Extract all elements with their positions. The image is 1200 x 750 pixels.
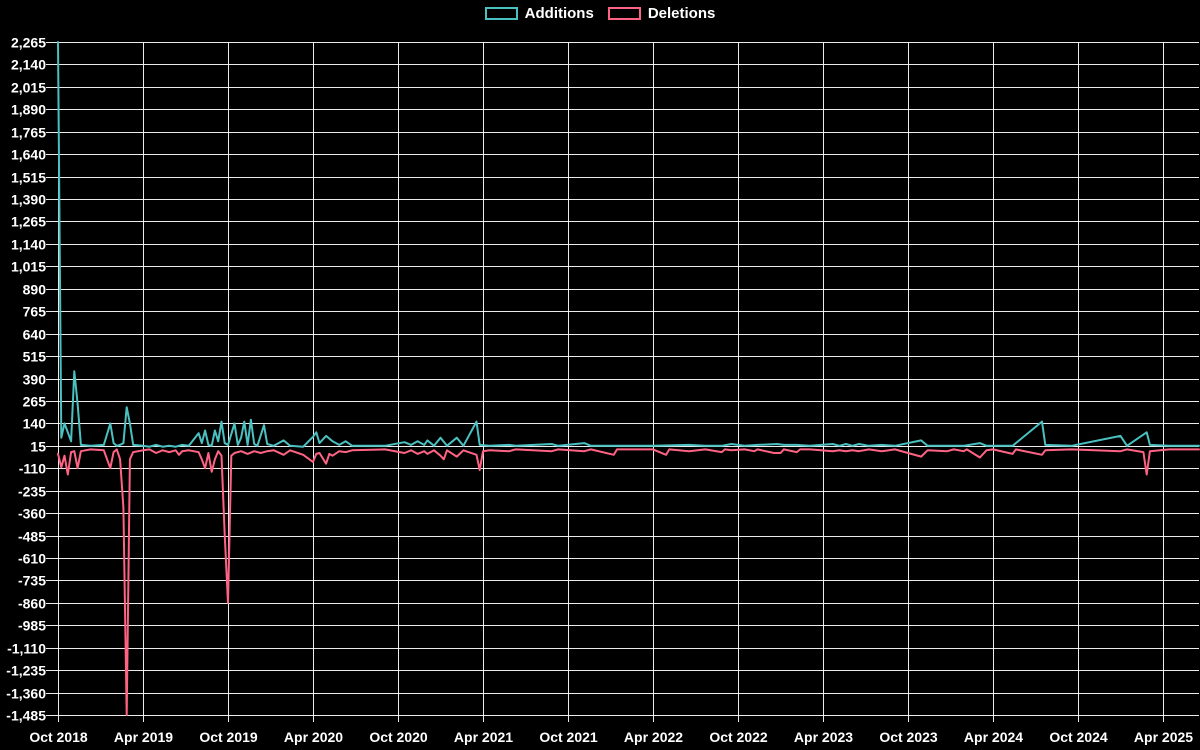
- x-tick-label: Apr 2025: [1134, 729, 1193, 745]
- x-tick-label: Oct 2023: [879, 729, 938, 745]
- chart-legend: Additions Deletions: [0, 6, 1200, 21]
- x-tick-label: Oct 2018: [29, 729, 88, 745]
- x-tick-label: Oct 2020: [369, 729, 428, 745]
- y-tick-label: 1,765: [11, 125, 46, 141]
- x-tick-label: Apr 2021: [454, 729, 513, 745]
- y-tick-label: 390: [23, 372, 47, 388]
- y-tick-label: 1,140: [11, 237, 46, 253]
- y-tick-label: -1,110: [7, 641, 46, 657]
- y-tick-label: 1,015: [11, 259, 46, 275]
- y-tick-label: -485: [18, 529, 46, 545]
- x-tick-label: Apr 2019: [114, 729, 173, 745]
- y-tick-label: -1,235: [6, 663, 46, 679]
- y-tick-label: -1,485: [6, 708, 46, 724]
- deletions-swatch-icon: [607, 7, 641, 20]
- y-tick-label: 1,265: [11, 214, 46, 230]
- x-tick-label: Oct 2022: [709, 729, 768, 745]
- grid: [46, 42, 1199, 722]
- y-tick-label: 140: [23, 416, 47, 432]
- y-tick-label: 2,015: [11, 80, 46, 96]
- deletions-line: [57, 448, 1200, 716]
- y-tick-label: -110: [19, 461, 46, 477]
- y-tick-label: 265: [23, 394, 47, 410]
- y-tick-label: 1,515: [11, 170, 46, 186]
- x-tick-label: Apr 2020: [284, 729, 343, 745]
- legend-item-deletions[interactable]: Deletions: [607, 5, 716, 22]
- legend-item-additions[interactable]: Additions: [484, 5, 594, 22]
- y-tick-label: 640: [23, 327, 47, 343]
- additions-line: [57, 41, 1200, 448]
- x-tick-label: Apr 2024: [964, 729, 1023, 745]
- legend-label-deletions: Deletions: [647, 5, 716, 22]
- y-tick-label: -985: [18, 618, 46, 634]
- x-tick-label: Oct 2021: [539, 729, 598, 745]
- y-tick-label: 15: [30, 439, 46, 455]
- y-tick-label: 765: [23, 304, 47, 320]
- y-tick-label: -1,360: [6, 686, 46, 702]
- y-tick-label: -360: [18, 506, 46, 522]
- y-tick-label: 1,640: [11, 147, 46, 163]
- x-tick-label: Apr 2023: [794, 729, 853, 745]
- y-tick-label: 1,390: [11, 192, 46, 208]
- y-tick-label: -860: [18, 596, 46, 612]
- x-tick-label: Oct 2024: [1049, 729, 1108, 745]
- additions-swatch-icon: [484, 7, 518, 20]
- y-tick-label: 2,140: [11, 57, 46, 73]
- y-tick-label: -235: [18, 484, 46, 500]
- x-tick-label: Apr 2022: [624, 729, 683, 745]
- x-tick-label: Oct 2019: [199, 729, 258, 745]
- x-axis-labels: Oct 2018 Apr 2019 Oct 2019 Apr 2020 Oct 2020…: [29, 729, 1193, 745]
- y-tick-label: 1,890: [11, 102, 46, 118]
- y-tick-label: -610: [18, 551, 46, 567]
- y-tick-label: 2,265: [11, 35, 46, 51]
- y-tick-label: 515: [23, 349, 47, 365]
- y-axis-labels: 2,265 2,140 2,015 1,890 1,765 1,640 1,515 1,390…: [6, 35, 46, 724]
- y-tick-label: -735: [18, 573, 46, 589]
- y-tick-label: 890: [23, 282, 47, 298]
- legend-label-additions: Additions: [524, 5, 594, 22]
